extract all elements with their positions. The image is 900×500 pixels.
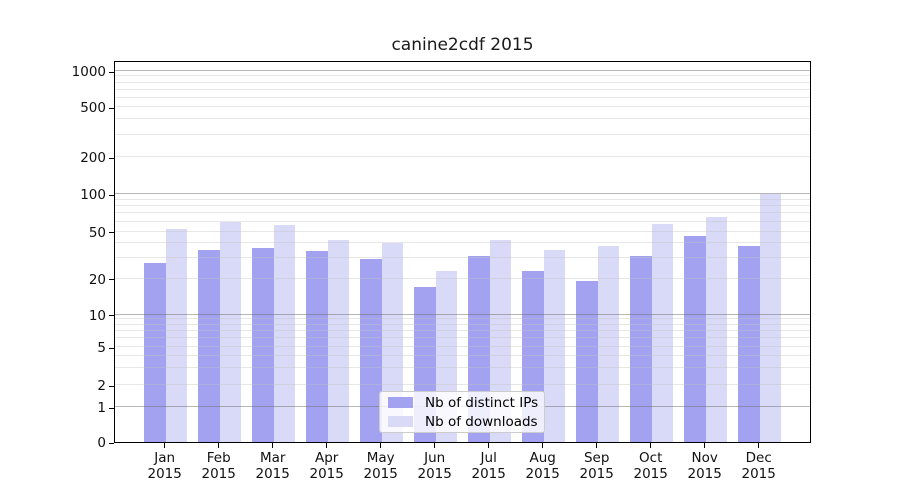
y-tick-label-1000: 1000 (71, 64, 106, 80)
bar-aug-downloads (543, 249, 566, 442)
x-tick-label-nov: Nov 2015 (687, 450, 722, 482)
bar-apr-downloads (327, 240, 350, 442)
y-tick-mark-20 (109, 279, 114, 281)
bar-apr-distinct-ips (306, 251, 328, 442)
y-tick-label-10: 10 (88, 307, 106, 324)
x-tick-mark-jun (434, 443, 436, 448)
legend-swatch-distinct-ips (388, 397, 413, 408)
x-tick-label-jul: Jul 2015 (471, 450, 506, 482)
x-tick-label-mar: Mar 2015 (255, 450, 290, 482)
bar-feb-distinct-ips (198, 249, 220, 442)
bars-layer (115, 62, 810, 442)
bar-sep-distinct-ips (576, 281, 598, 442)
x-tick-label-apr: Apr 2015 (309, 450, 344, 482)
x-tick-mark-feb (218, 443, 220, 448)
y-tick-label-5: 5 (97, 340, 106, 356)
bar-may-distinct-ips (360, 259, 382, 442)
y-tick-label-20: 20 (88, 271, 106, 288)
bar-mar-downloads (273, 225, 296, 442)
y-tick-mark-5 (109, 347, 114, 349)
x-tick-mark-jan (164, 443, 166, 448)
bar-mar-distinct-ips (252, 248, 274, 442)
y-tick-label-200: 200 (80, 150, 106, 166)
x-tick-mark-aug (542, 443, 544, 448)
x-tick-label-may: May 2015 (363, 450, 398, 482)
x-tick-mark-sep (596, 443, 598, 448)
chart-title: canine2cdf 2015 (391, 35, 534, 55)
legend-label-downloads: Nb of downloads (425, 413, 538, 430)
legend-label-distinct-ips: Nb of distinct IPs (425, 394, 539, 411)
y-tick-label-50: 50 (88, 224, 106, 241)
plot-area: Nb of distinct IPs Nb of downloads (114, 61, 811, 443)
x-tick-mark-jul (488, 443, 490, 448)
y-tick-label-2: 2 (97, 378, 106, 394)
y-tick-mark-100 (109, 194, 114, 196)
bar-dec-distinct-ips (738, 245, 760, 442)
y-tick-mark-1 (109, 407, 114, 409)
x-tick-mark-dec (758, 443, 760, 448)
x-tick-mark-mar (272, 443, 274, 448)
x-tick-label-dec: Dec 2015 (741, 450, 776, 482)
x-tick-label-feb: Feb 2015 (201, 450, 236, 482)
y-tick-label-1: 1 (97, 400, 106, 416)
x-tick-label-sep: Sep 2015 (579, 450, 614, 482)
y-tick-mark-10 (109, 315, 114, 317)
x-tick-mark-nov (704, 443, 706, 448)
bar-feb-downloads (219, 221, 242, 442)
bar-oct-downloads (651, 223, 674, 442)
x-tick-label-jun: Jun 2015 (417, 450, 452, 482)
bar-jan-distinct-ips (144, 263, 166, 442)
y-tick-mark-200 (109, 157, 114, 159)
y-tick-mark-1000 (109, 71, 114, 73)
y-tick-mark-500 (109, 107, 114, 109)
y-tick-mark-2 (109, 385, 114, 387)
legend-entry-downloads: Nb of downloads (380, 412, 544, 431)
x-tick-label-jan: Jan 2015 (147, 450, 182, 482)
bar-oct-distinct-ips (630, 256, 652, 442)
x-tick-mark-apr (326, 443, 328, 448)
x-tick-mark-may (380, 443, 382, 448)
legend-entry-distinct-ips: Nb of distinct IPs (380, 393, 544, 412)
bar-sep-downloads (597, 245, 620, 442)
y-tick-mark-0 (109, 442, 114, 444)
y-tick-label-0: 0 (97, 435, 106, 451)
legend-swatch-downloads (388, 416, 413, 427)
x-tick-mark-oct (650, 443, 652, 448)
bar-jan-downloads (165, 229, 188, 442)
y-tick-label-100: 100 (80, 187, 106, 203)
legend: Nb of distinct IPs Nb of downloads (379, 391, 545, 433)
x-tick-label-aug: Aug 2015 (525, 450, 560, 482)
bar-nov-distinct-ips (684, 235, 706, 442)
bar-dec-downloads (759, 193, 782, 442)
bar-nov-downloads (705, 217, 728, 442)
x-tick-label-oct: Oct 2015 (633, 450, 668, 482)
y-tick-label-500: 500 (80, 100, 106, 116)
y-tick-mark-50 (109, 232, 114, 234)
